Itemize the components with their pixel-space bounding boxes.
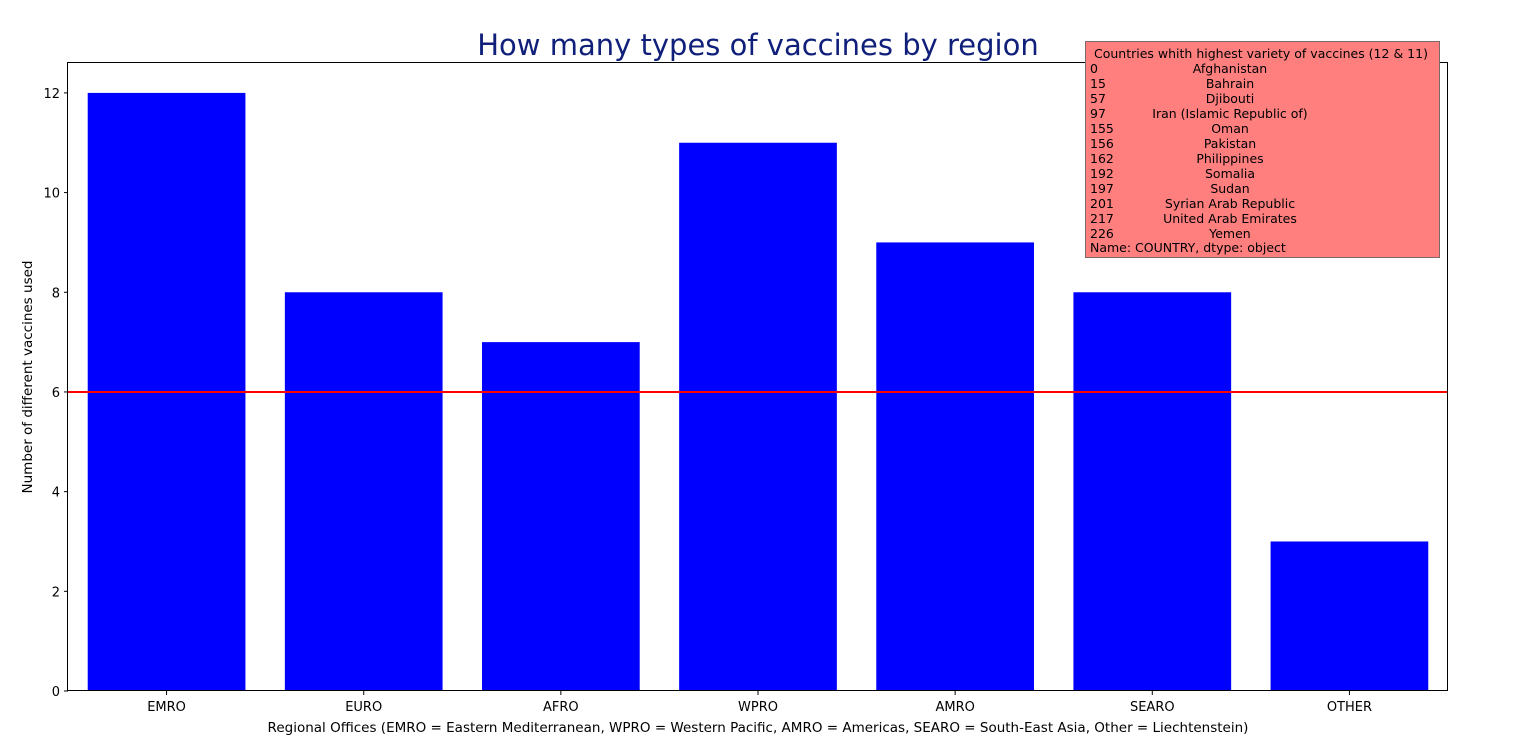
x-axis-label: Regional Offices (EMRO = Eastern Mediter… [268,720,1249,736]
annotation-row-country: Oman [1211,121,1249,136]
annotation-row-country: Iran (Islamic Republic of) [1152,106,1308,121]
annotation-row-country: Afghanistan [1192,61,1268,76]
y-tick-label: 10 [43,187,60,202]
bar-amro [876,242,1034,691]
y-tick-label: 8 [52,286,60,301]
y-tick-label: 12 [43,87,60,102]
annotation-row-index: 97 [1090,106,1106,121]
x-tick-label: EMRO [147,700,186,715]
y-tick-label: 6 [52,386,60,401]
annotation-row-index: 201 [1090,196,1114,211]
y-axis-label: Number of different vaccines used [20,261,36,494]
annotation-row-country: Syrian Arab Republic [1164,196,1296,211]
x-axis: EMRO EURO AFRO WPRO AMRO SEARO OTHER [147,691,1372,715]
chart-title: How many types of vaccines by region [477,28,1038,62]
bar-wpro [679,142,837,691]
annotation-row-country: Pakistan [1203,136,1257,151]
annotation-row-index: 217 [1090,211,1114,226]
bar-euro [284,292,443,691]
bars-group [87,92,1429,691]
y-tick-label: 2 [52,585,60,600]
annotation-row-country: Bahrain [1205,76,1255,91]
annotation-row-country: Sudan [1210,181,1250,196]
annotation-row-country: United Arab Emirates [1163,211,1297,226]
y-tick-label: 4 [52,486,60,501]
x-tick-label: AFRO [543,700,579,715]
x-tick-label: SEARO [1130,700,1175,715]
x-tick-label: WPRO [738,700,778,715]
x-tick-label: AMRO [935,700,974,715]
y-axis: 0 2 4 6 8 10 12 [43,87,68,700]
annotation-row-index: 15 [1090,76,1106,91]
annotation-row-country: Somalia [1204,166,1256,181]
x-tick-label: EURO [345,700,382,715]
annotation-row-index: 57 [1090,91,1106,106]
annotation-row-index: 197 [1090,181,1114,196]
bar-searo [1073,292,1232,691]
annotation-row-index: 155 [1090,121,1114,136]
annotation-title: Countries whith highest variety of vacci… [1094,46,1428,61]
annotation-row-country: Yemen [1209,226,1251,241]
annotation-row-index: 162 [1090,151,1114,166]
bar-other [1270,541,1429,691]
annotation-row-country: Philippines [1196,151,1264,166]
annotation-footer: Name: COUNTRY, dtype: object [1090,240,1286,255]
annotation-row-index: 0 [1090,61,1098,76]
plot-frame [67,62,1448,691]
bar-afro [482,342,640,691]
annotation-row-index: 192 [1090,166,1114,181]
annotation-box: Countries whith highest variety of vacci… [1085,41,1440,258]
annotation-row-country: Djibouti [1205,91,1255,106]
y-tick-label: 0 [52,685,60,700]
x-tick-label: OTHER [1327,700,1372,715]
annotation-row-index: 226 [1090,226,1114,241]
annotation-row-index: 156 [1090,136,1114,151]
